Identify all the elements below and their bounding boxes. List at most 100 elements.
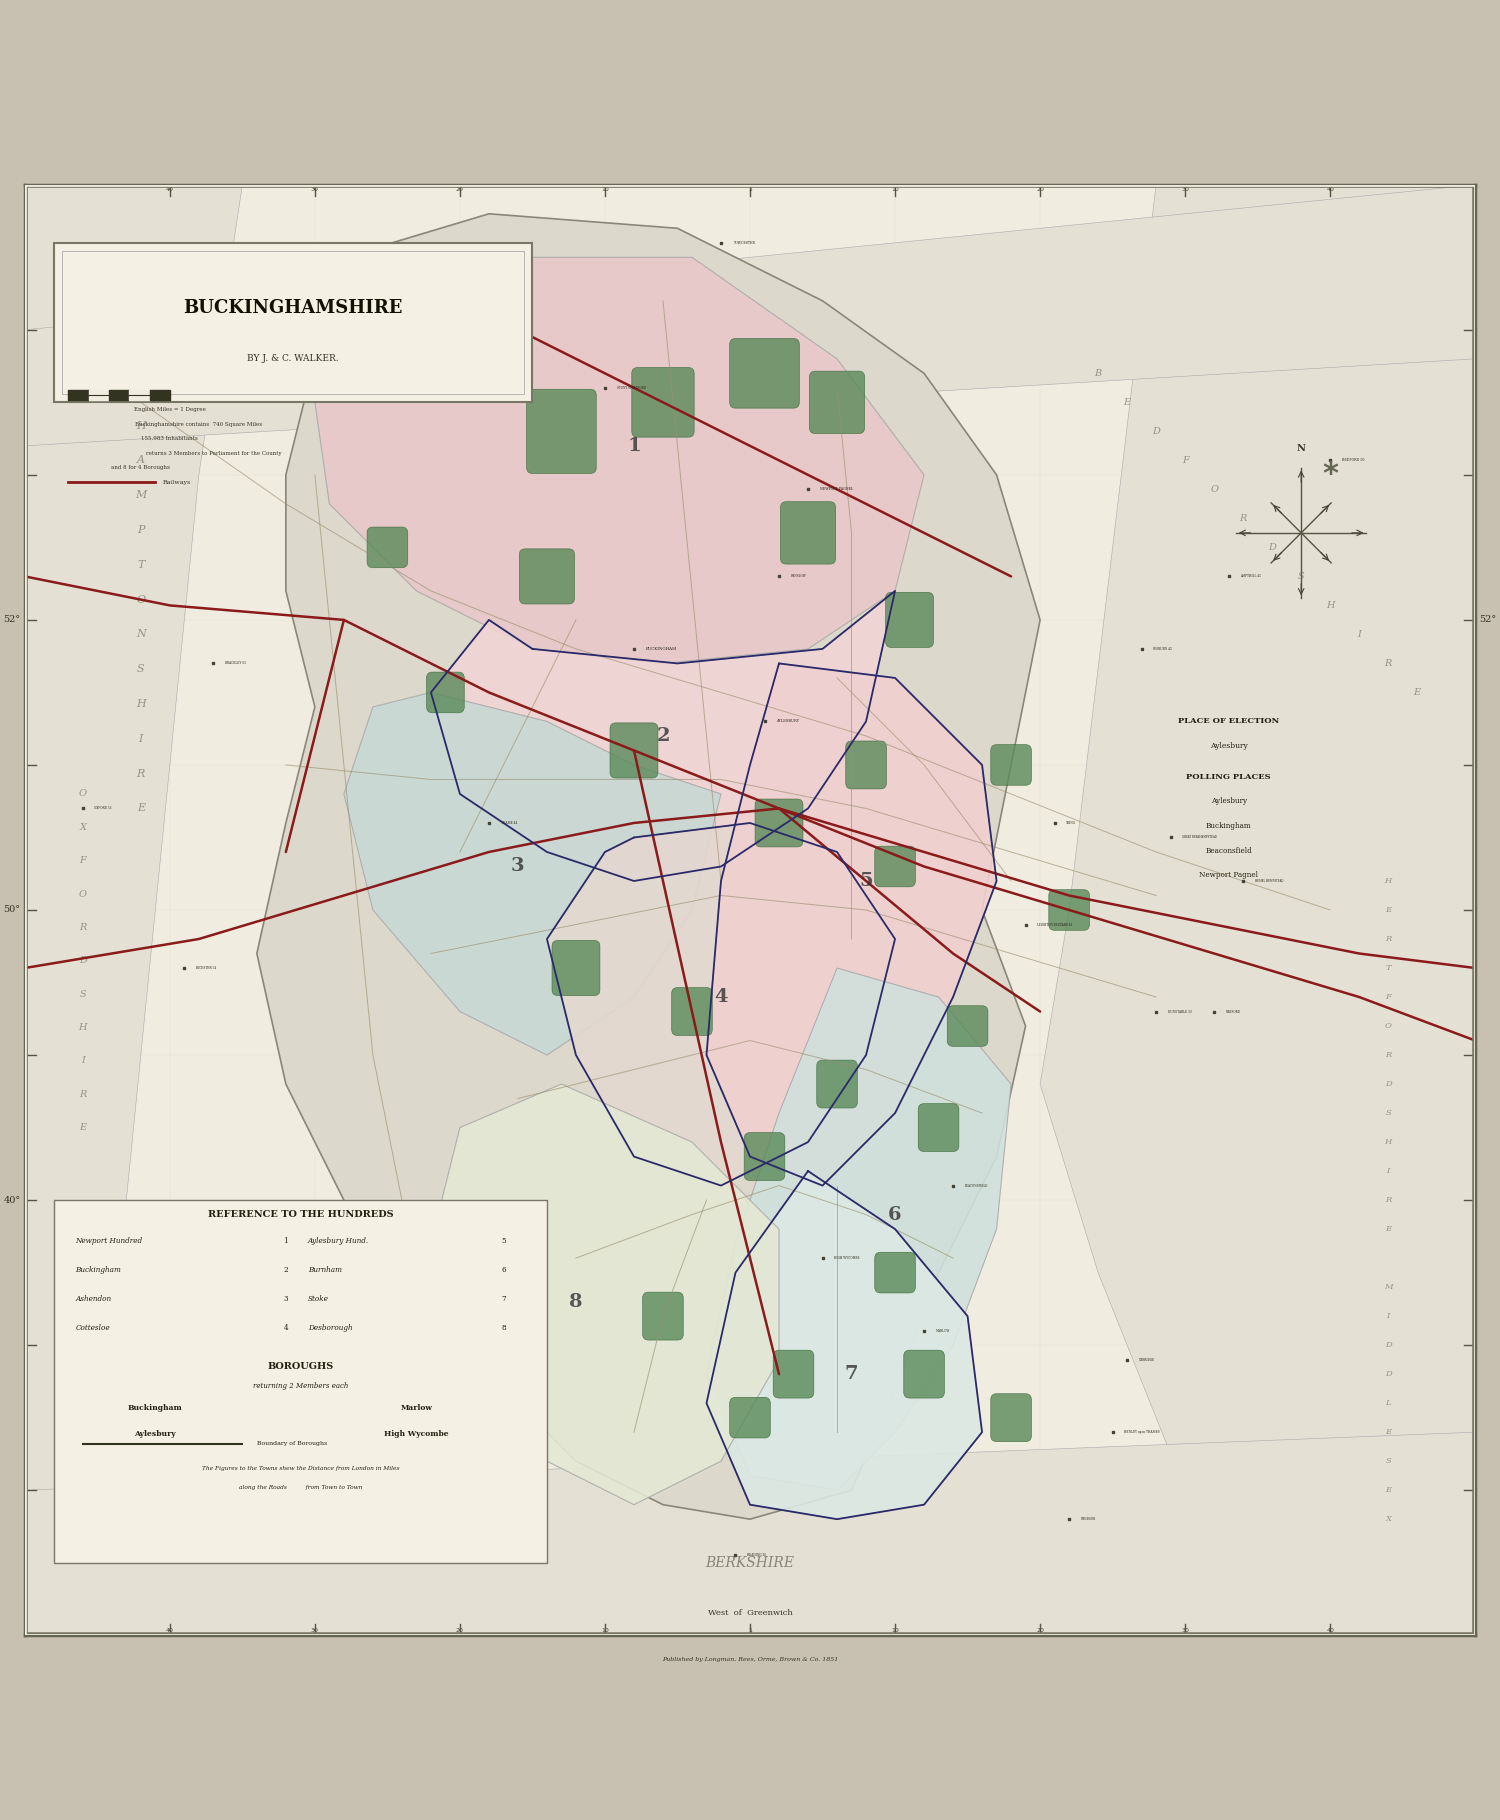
Text: Aylesbury Hund.: Aylesbury Hund. — [308, 1238, 369, 1245]
Text: I: I — [81, 1056, 84, 1065]
Text: S: S — [1298, 571, 1305, 581]
Text: 10: 10 — [602, 187, 609, 193]
FancyBboxPatch shape — [992, 744, 1032, 784]
Text: HENLEY upon THAMES: HENLEY upon THAMES — [1124, 1431, 1160, 1434]
Text: TRING: TRING — [1066, 821, 1076, 824]
Text: 6: 6 — [888, 1205, 902, 1223]
FancyBboxPatch shape — [885, 592, 933, 648]
Text: 10: 10 — [602, 1627, 609, 1633]
FancyBboxPatch shape — [642, 1292, 684, 1340]
Text: O: O — [1384, 1023, 1392, 1030]
FancyBboxPatch shape — [874, 846, 915, 886]
Text: Buckingham: Buckingham — [128, 1403, 183, 1412]
Text: E: E — [136, 803, 146, 814]
Text: H: H — [136, 420, 146, 431]
Text: BY J. & C. WALKER.: BY J. & C. WALKER. — [248, 355, 339, 364]
Text: T: T — [136, 386, 144, 395]
Text: 30: 30 — [310, 187, 320, 193]
Text: R: R — [1384, 1196, 1392, 1205]
Text: BERKSHIRE: BERKSHIRE — [705, 1556, 795, 1569]
Text: 40°: 40° — [3, 1196, 21, 1205]
Text: Boundary of Boroughs: Boundary of Boroughs — [256, 1441, 327, 1447]
Text: 30: 30 — [310, 1627, 320, 1633]
Text: 50°: 50° — [3, 906, 21, 914]
Text: English Miles = 1 Degree: English Miles = 1 Degree — [134, 408, 206, 411]
Text: OXFORD 56: OXFORD 56 — [94, 806, 112, 810]
Polygon shape — [315, 257, 924, 664]
Text: E: E — [1124, 399, 1131, 408]
Text: 52°: 52° — [3, 615, 21, 624]
FancyBboxPatch shape — [903, 1350, 945, 1398]
Text: F: F — [1182, 455, 1188, 464]
Text: 1: 1 — [748, 187, 752, 193]
Text: I: I — [138, 733, 142, 744]
Text: Desborough: Desborough — [308, 1323, 352, 1332]
Text: 10: 10 — [891, 187, 898, 193]
FancyBboxPatch shape — [918, 1103, 958, 1152]
FancyBboxPatch shape — [948, 1006, 988, 1046]
Text: 1: 1 — [748, 1627, 752, 1633]
Text: E: E — [1384, 906, 1392, 914]
Text: BRACKLEY 63: BRACKLEY 63 — [225, 661, 246, 666]
Text: WATFORD: WATFORD — [1226, 1010, 1240, 1014]
Polygon shape — [26, 1432, 1474, 1634]
Text: Cottesloe: Cottesloe — [75, 1323, 109, 1332]
Text: 2: 2 — [284, 1265, 288, 1274]
Text: S: S — [1386, 1108, 1390, 1117]
Text: E: E — [1384, 1429, 1392, 1436]
Text: UXBRIDGE: UXBRIDGE — [1138, 1358, 1155, 1361]
Text: R: R — [136, 768, 146, 779]
Text: The Figures to the Towns shew the Distance from London in Miles: The Figures to the Towns shew the Distan… — [201, 1465, 399, 1471]
Text: R: R — [1384, 1050, 1392, 1059]
Text: 20: 20 — [1036, 1627, 1044, 1633]
Text: Buckingham: Buckingham — [1206, 823, 1251, 830]
Polygon shape — [430, 1085, 778, 1505]
Text: along the Roads          from Town to Town: along the Roads from Town to Town — [238, 1485, 362, 1491]
Text: THAME 44: THAME 44 — [501, 821, 518, 824]
Polygon shape — [706, 1170, 982, 1520]
Text: H: H — [1384, 1138, 1392, 1147]
Text: D: D — [1384, 1370, 1392, 1378]
FancyBboxPatch shape — [729, 339, 800, 408]
Text: 5: 5 — [501, 1238, 506, 1245]
Polygon shape — [1040, 186, 1474, 1634]
Text: WINSLOW: WINSLOW — [790, 575, 807, 579]
FancyBboxPatch shape — [992, 1394, 1032, 1441]
Text: R: R — [80, 1090, 87, 1099]
Text: 155,983 Inhabitants: 155,983 Inhabitants — [141, 437, 198, 440]
FancyBboxPatch shape — [810, 371, 864, 433]
Text: H: H — [1326, 601, 1335, 610]
Text: I: I — [1386, 1312, 1390, 1320]
Text: D: D — [1152, 428, 1160, 435]
Text: 20: 20 — [456, 187, 464, 193]
Text: O: O — [80, 790, 87, 799]
Text: 4: 4 — [284, 1323, 288, 1332]
Text: X: X — [80, 823, 87, 832]
Text: M: M — [1384, 1283, 1392, 1290]
Text: 1: 1 — [284, 1238, 288, 1245]
Text: MARLOW: MARLOW — [936, 1329, 950, 1332]
Text: 40: 40 — [166, 1627, 174, 1633]
Text: N: N — [136, 630, 146, 639]
Polygon shape — [26, 186, 243, 1634]
Text: POLLING PLACES: POLLING PLACES — [1186, 772, 1270, 781]
Text: 20: 20 — [1036, 187, 1044, 193]
Text: returning 2 Members each: returning 2 Members each — [252, 1381, 348, 1390]
Text: E: E — [1413, 688, 1420, 697]
Text: H: H — [1384, 877, 1392, 885]
Polygon shape — [548, 823, 896, 1185]
Text: Railways: Railways — [162, 480, 190, 484]
Text: 1: 1 — [627, 437, 640, 455]
Text: Beaconsfield: Beaconsfield — [1206, 846, 1252, 855]
Polygon shape — [344, 692, 722, 1056]
FancyBboxPatch shape — [1048, 890, 1089, 930]
Text: and 8 for 4 Boroughs: and 8 for 4 Boroughs — [111, 466, 171, 470]
Text: 7: 7 — [501, 1294, 506, 1303]
Text: REFERENCE TO THE HUNDREDS: REFERENCE TO THE HUNDREDS — [207, 1210, 393, 1219]
Polygon shape — [26, 186, 1474, 446]
Text: 2: 2 — [656, 726, 669, 744]
Text: PLACE OF ELECTION: PLACE OF ELECTION — [1178, 717, 1280, 726]
FancyBboxPatch shape — [780, 502, 836, 564]
Text: Aylesbury: Aylesbury — [135, 1429, 176, 1438]
Text: A: A — [136, 455, 146, 466]
